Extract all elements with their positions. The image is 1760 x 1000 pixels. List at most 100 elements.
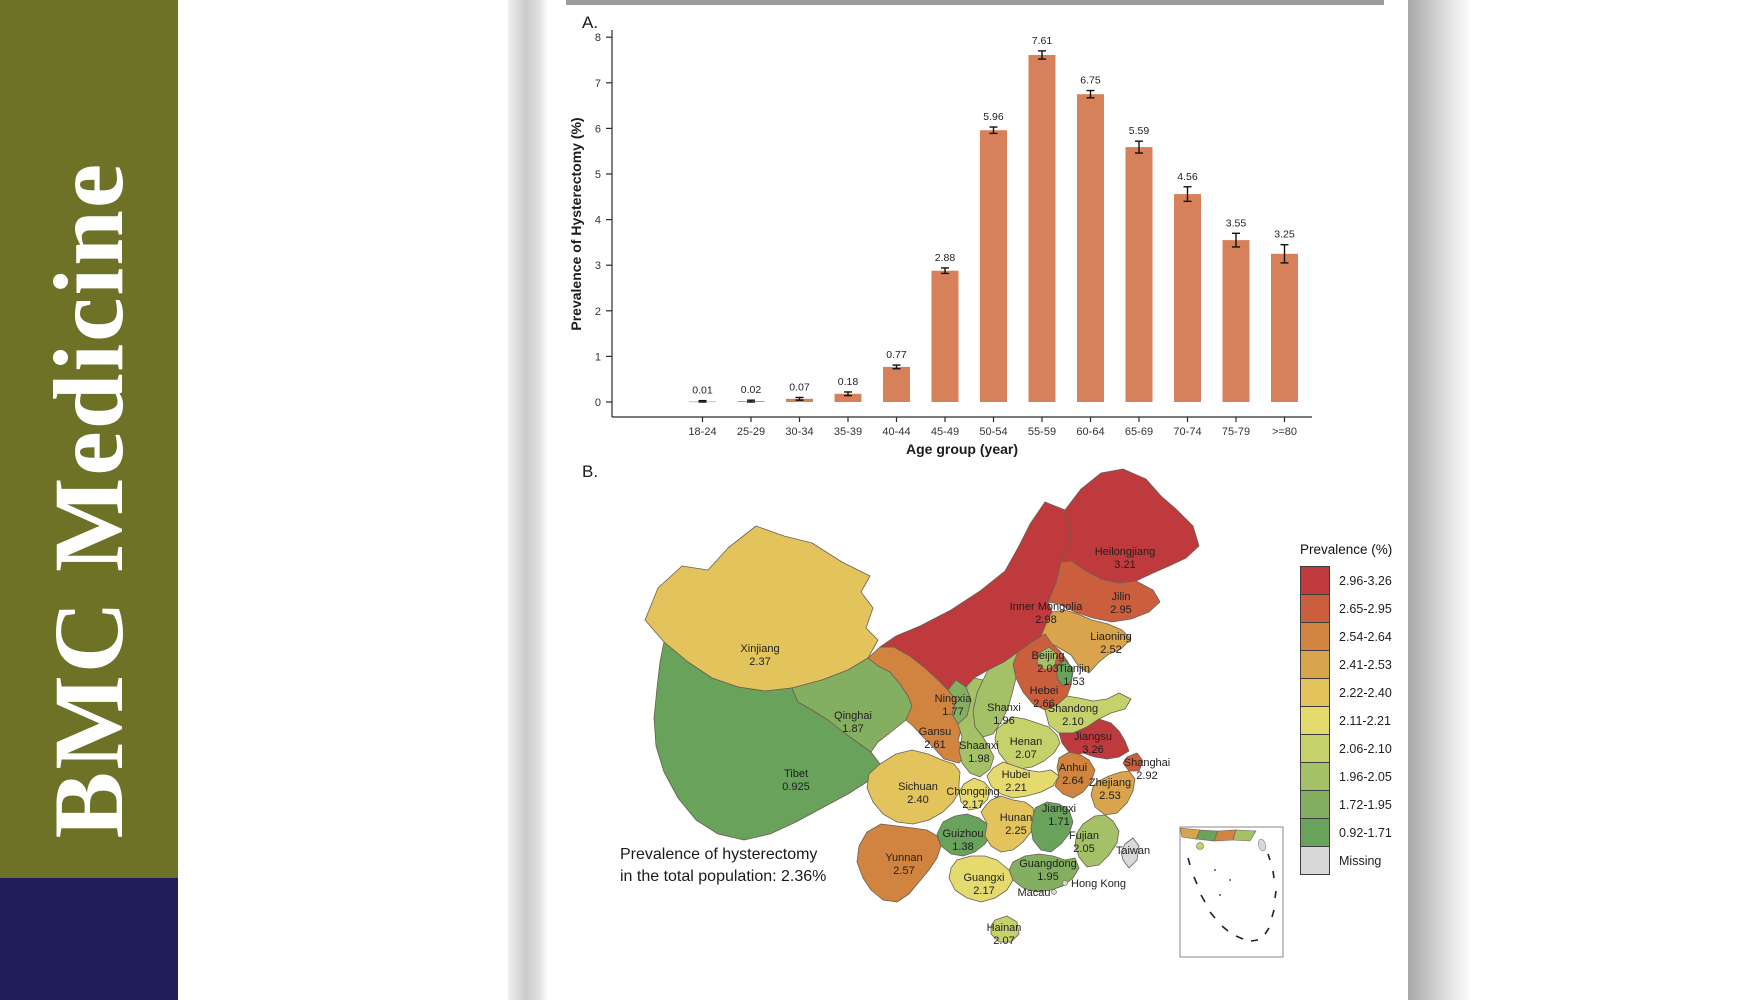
legend-item: 0.92-1.71	[1300, 818, 1490, 847]
legend-label-1: 2.65-2.95	[1339, 601, 1392, 616]
inset-dash-8	[1271, 909, 1275, 918]
value-beijing: 2.03	[1037, 663, 1058, 675]
inset-islet-0	[1219, 894, 1221, 896]
label-shaanxi: Shaanxi	[959, 740, 999, 752]
legend-item: 2.22-2.40	[1300, 678, 1490, 707]
legend-label-7: 1.96-2.05	[1339, 769, 1392, 784]
legend-item: 2.65-2.95	[1300, 594, 1490, 623]
bar-value-label: 3.55	[1226, 217, 1247, 229]
legend-swatch-6	[1300, 734, 1330, 763]
value-gansu: 2.61	[924, 739, 945, 751]
value-shandong: 2.10	[1062, 716, 1083, 728]
legend-label-8: 1.72-1.95	[1339, 797, 1392, 812]
value-guizhou: 1.38	[952, 841, 973, 853]
legend-swatch-7	[1300, 762, 1330, 791]
value-jilin: 2.95	[1110, 604, 1131, 616]
x-tick-label: 45-49	[931, 426, 959, 438]
value-shanxi: 1.96	[993, 715, 1014, 727]
bar-value-label: 7.61	[1032, 35, 1053, 47]
label-liaoning: Liaoning	[1090, 631, 1132, 643]
bar-value-label: 3.25	[1274, 229, 1295, 241]
panel-b-label: B.	[582, 462, 599, 481]
label-tianjin: Tianjin	[1058, 663, 1090, 675]
x-tick-label: 65-69	[1125, 426, 1153, 438]
label-inner_mongolia: Inner Mongolia	[1010, 601, 1084, 613]
map-legend: Prevalence (%) 2.96-3.26 2.65-2.95 2.54-2.…	[1300, 542, 1490, 875]
value-anhui: 2.64	[1062, 775, 1083, 787]
province-guangdong	[1008, 853, 1080, 893]
inset-dash-1	[1193, 876, 1198, 885]
bar	[1174, 194, 1201, 402]
bar	[931, 270, 959, 402]
inset-dash-3	[1209, 911, 1216, 919]
label-macau: Macau	[1017, 887, 1050, 899]
province-hubei	[986, 761, 1060, 799]
y-tick-label: 7	[595, 78, 601, 90]
bar	[1077, 94, 1104, 402]
value-shanghai: 2.92	[1136, 770, 1157, 782]
province-taiwan	[1120, 837, 1140, 869]
x-tick-label: 40-44	[882, 426, 910, 438]
y-tick-label: 8	[595, 32, 601, 44]
x-tick-label: 30-34	[785, 426, 813, 438]
province-hunan	[980, 795, 1036, 853]
legend-swatch-4	[1300, 678, 1330, 707]
value-guangdong: 1.95	[1037, 871, 1058, 883]
bar-value-label: 0.02	[741, 384, 762, 396]
bar	[1222, 240, 1250, 402]
caption-line-1: Prevalence of hysterectomy	[620, 846, 818, 863]
province-jilin	[1047, 560, 1161, 623]
inset-dash-10	[1272, 870, 1275, 879]
label-henan: Henan	[1010, 736, 1042, 748]
label-hubei: Hubei	[1002, 769, 1031, 781]
legend-swatch-1	[1300, 594, 1330, 623]
legend-swatch-5	[1300, 706, 1330, 735]
legend-label-0: 2.96-3.26	[1339, 573, 1392, 588]
inset-hainan	[1196, 842, 1204, 850]
province-yunnan	[856, 823, 942, 903]
legend-item: 2.54-2.64	[1300, 622, 1490, 651]
y-tick-label: 5	[595, 169, 601, 181]
label-guangdong: Guangdong	[1019, 858, 1077, 870]
province-guangxi	[948, 855, 1014, 903]
bar	[1028, 54, 1056, 402]
legend-label-5: 2.11-2.21	[1339, 713, 1391, 728]
province-tibet	[653, 641, 881, 841]
value-jiangsu: 3.26	[1082, 744, 1103, 756]
label-anhui: Anhui	[1059, 762, 1087, 774]
inset-dash-6	[1250, 939, 1259, 942]
label-zhejiang: Zhejiang	[1089, 777, 1131, 789]
bar-value-label: 0.07	[789, 381, 810, 393]
legend-label-2: 2.54-2.64	[1339, 629, 1392, 644]
label-jiangsu: Jiangsu	[1074, 731, 1112, 743]
value-zhejiang: 2.53	[1099, 790, 1120, 802]
legend-item: 2.06-2.10	[1300, 734, 1490, 763]
bar-value-label: 6.75	[1080, 75, 1101, 87]
bar-value-label: 4.56	[1177, 171, 1198, 183]
province-beijing	[1036, 646, 1058, 671]
page-left-shadow	[508, 0, 548, 1000]
value-tianjin: 1.53	[1063, 676, 1084, 688]
province-macau	[1051, 889, 1057, 895]
legend-swatch-0	[1300, 566, 1330, 595]
label-yunnan: Yunnan	[885, 852, 922, 864]
legend-item: 2.11-2.21	[1300, 706, 1490, 735]
x-tick-label: 25-29	[737, 426, 765, 438]
label-jiangxi: Jiangxi	[1042, 803, 1076, 815]
panel-a-label: A.	[582, 13, 599, 32]
inset-islet-1	[1229, 879, 1231, 881]
value-guangxi: 2.17	[973, 885, 994, 897]
y-tick-label: 0	[595, 397, 601, 409]
legend-swatch-8	[1300, 790, 1330, 819]
province-zhejiang	[1090, 770, 1136, 816]
page-top-edge	[566, 0, 1384, 5]
legend-swatch-3	[1300, 650, 1330, 679]
value-sichuan: 2.40	[907, 794, 928, 806]
legend-item: 2.96-3.26	[1300, 566, 1490, 595]
label-hongkong: Hong Kong	[1071, 878, 1126, 890]
y-tick-label: 3	[595, 260, 601, 272]
label-jilin: Jilin	[1112, 591, 1131, 603]
label-hebei: Hebei	[1030, 685, 1059, 697]
